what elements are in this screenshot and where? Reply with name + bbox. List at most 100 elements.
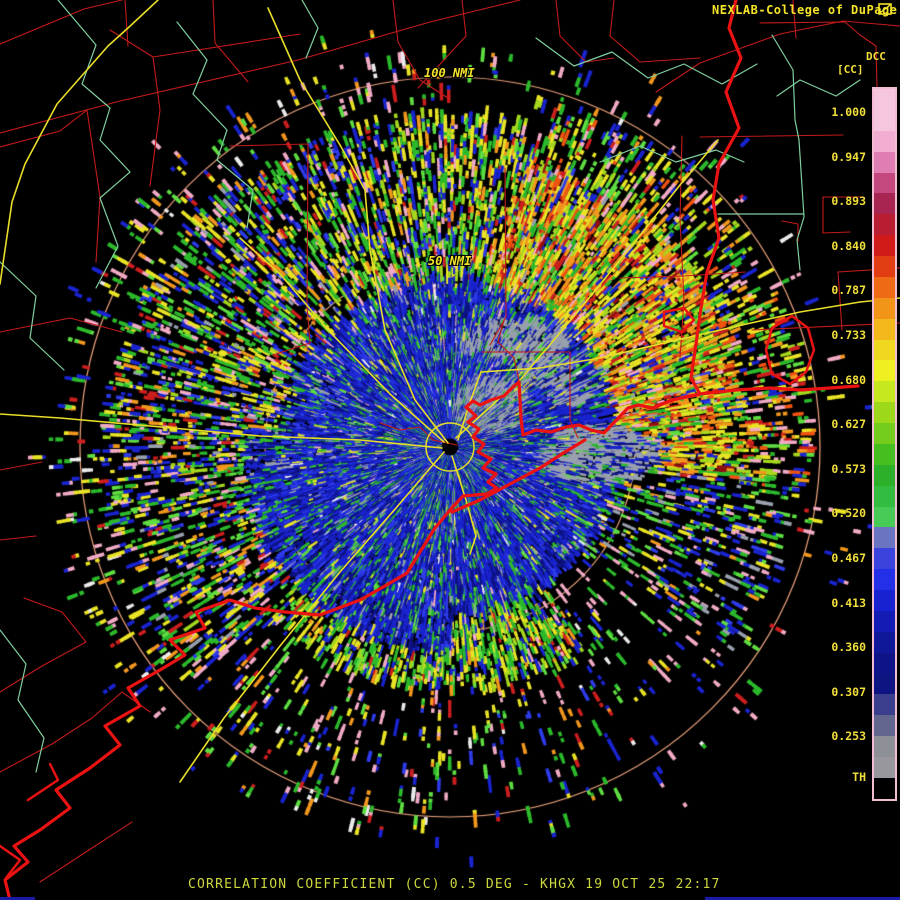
colorbar-segment	[874, 652, 895, 674]
colorbar-tick-label: 0.840	[831, 238, 866, 253]
county-border-line	[609, 0, 701, 63]
colorbar-segment	[874, 736, 895, 757]
river-line	[0, 261, 65, 371]
bottom-strip-left	[0, 897, 35, 900]
county-border-line	[212, 0, 249, 83]
county-border-line	[759, 21, 878, 88]
county-border-line	[0, 317, 123, 333]
county-border-line	[0, 0, 521, 134]
county-border-line	[379, 422, 458, 446]
colorbar-segment	[874, 631, 895, 653]
range-ring-label-100nmi: 100 NMI	[424, 66, 475, 80]
county-border-line	[555, 0, 615, 63]
brand-logo-icon	[878, 3, 892, 15]
river-line	[535, 37, 758, 85]
threshold-label: TH	[852, 770, 866, 784]
colorbar-segment	[874, 673, 895, 695]
colorbar-segment	[874, 360, 895, 382]
highway-line	[179, 451, 445, 783]
colorbar-segment	[874, 548, 895, 570]
coastline	[689, 0, 743, 396]
county-border-line	[822, 196, 851, 234]
county-border-line	[0, 0, 123, 45]
highway-line	[451, 455, 477, 555]
colorbar-segment	[874, 381, 895, 403]
county-border-line	[392, 0, 449, 99]
river-line	[0, 629, 45, 773]
county-border-line	[619, 271, 746, 279]
county-border-line	[86, 109, 101, 263]
colorbar-segment	[874, 464, 895, 486]
colorbar-tick-label: 0.467	[831, 551, 866, 565]
river-line	[57, 0, 131, 289]
county-border-line	[152, 33, 301, 58]
county-border-line	[481, 351, 579, 439]
county-border-line	[417, 0, 467, 89]
colorbar-segment	[874, 610, 895, 632]
colorbar-segment	[874, 318, 895, 340]
colorbar-tick-label: 0.253	[831, 729, 866, 744]
colorbar-tick-label: 0.307	[831, 684, 866, 699]
colorbar-segment	[874, 485, 895, 507]
colorbar-segment	[874, 777, 895, 799]
county-border-line	[39, 821, 133, 883]
colorbar	[872, 87, 897, 801]
county-border-line	[0, 691, 151, 773]
colorbar-tick-label: 0.893	[831, 194, 866, 209]
colorbar-tick-label: 0.520	[831, 506, 866, 521]
colorbar-segment	[874, 694, 895, 716]
coastline	[3, 492, 489, 900]
county-border-line	[0, 597, 87, 693]
product-title: CORRELATION COEFFICIENT (CC) 0.5 DEG - K…	[188, 877, 721, 892]
highway-line	[0, 0, 159, 285]
county-border-line	[0, 109, 88, 148]
colorbar-segment	[874, 527, 895, 549]
county-border-line	[781, 220, 799, 242]
colorbar-segment	[874, 506, 895, 528]
product-units-label: [CC]	[837, 63, 864, 76]
colorbar-segment	[874, 235, 895, 256]
colorbar-segment	[874, 757, 895, 778]
coastline	[764, 314, 816, 386]
colorbar-segment	[874, 402, 895, 423]
county-border-line	[837, 271, 843, 331]
highway-line	[267, 7, 449, 444]
range-ring-label-50nmi: 50 NMI	[428, 254, 472, 268]
colorbar-segment	[874, 297, 895, 319]
bottom-strip-right	[705, 897, 900, 900]
highway-line	[455, 139, 719, 439]
colorbar-segment	[874, 276, 895, 298]
colorbar-segment	[874, 423, 895, 444]
highway-line	[239, 237, 445, 443]
colorbar-segment	[874, 590, 895, 611]
county-border-line	[655, 20, 900, 93]
colorbar-segment	[874, 256, 895, 277]
highway-line	[457, 297, 900, 441]
colorbar-tick-label: 0.947	[831, 149, 866, 164]
county-border-line	[699, 134, 844, 138]
colorbar-segment	[874, 89, 895, 110]
colorbar-segment	[874, 193, 895, 215]
colorbar-segment	[874, 443, 895, 465]
county-border-line	[229, 143, 311, 356]
colorbar-segment	[874, 715, 895, 737]
colorbar-tick-label: 1.000	[831, 105, 866, 119]
brand-text: NEXLAB-College of DuPage	[712, 3, 898, 17]
river-line	[301, 0, 319, 59]
river-line	[771, 34, 805, 271]
county-border-line	[109, 29, 161, 187]
colorbar-segment	[874, 339, 895, 361]
product-code-label: DCC	[866, 50, 886, 63]
highway-loop-line	[425, 422, 475, 472]
county-border-line	[124, 0, 129, 47]
colorbar-tick-label: 0.627	[831, 417, 866, 432]
colorbar-segment	[874, 109, 895, 131]
colorbar-segment	[874, 151, 895, 173]
colorbar-tick-label: 0.573	[831, 461, 866, 476]
river-line	[776, 79, 861, 97]
coastline	[521, 384, 860, 437]
coastline	[450, 438, 587, 514]
coastline	[464, 380, 525, 496]
